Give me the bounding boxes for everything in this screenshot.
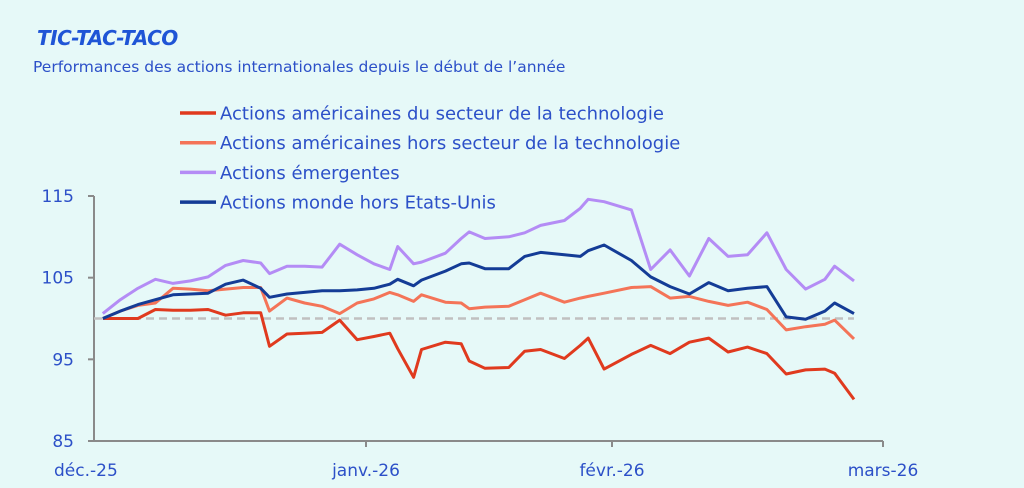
legend-item: Actions américaines hors secteur de la t…: [180, 133, 680, 154]
legend-item: Actions monde hors Etats-Unis: [180, 193, 496, 214]
chart-subtitle: Performances des actions internationales…: [33, 58, 566, 76]
x-tick-label: févr.-26: [579, 461, 644, 481]
series-line-4: [102, 243, 855, 321]
series-line-2: [102, 285, 856, 340]
series-lines: [101, 197, 856, 401]
x-tick-label: mars-26: [848, 461, 919, 481]
y-tick-label: 115: [42, 187, 74, 207]
y-tick-label: 105: [42, 269, 74, 289]
legend-label: Actions émergentes: [220, 163, 400, 184]
legend-item: Actions américaines du secteur de la tec…: [180, 104, 664, 125]
axes: 115 105 95 85 déc.-25 janv.-26 févr.-26 mars-26: [42, 187, 919, 481]
x-tick-label: déc.-25: [54, 461, 118, 481]
y-tick-label: 85: [52, 432, 74, 452]
x-tick-label: janv.-26: [331, 461, 400, 481]
legend-label: Actions américaines du secteur de la tec…: [220, 104, 664, 125]
y-tick-label: 95: [52, 350, 74, 370]
legend: Actions américaines du secteur de la tec…: [180, 104, 680, 214]
chart-title: TIC-TAC-TACO: [37, 26, 178, 50]
series-line-1: [102, 308, 856, 401]
legend-item: Actions émergentes: [180, 163, 400, 184]
series-line-3: [101, 197, 855, 315]
legend-label: Actions américaines hors secteur de la t…: [220, 133, 680, 154]
legend-label: Actions monde hors Etats-Unis: [220, 193, 496, 214]
